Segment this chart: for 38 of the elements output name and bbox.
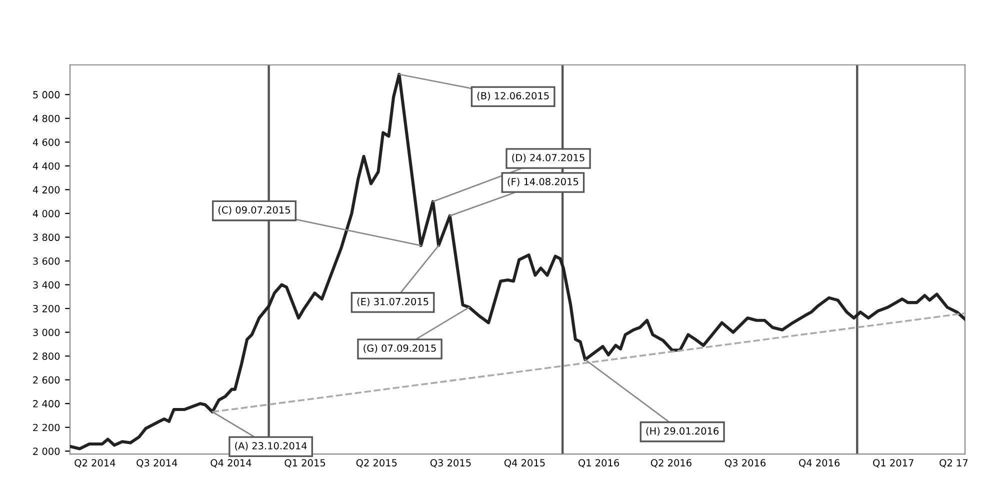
y-tick-label: 4 200 [32, 186, 60, 194]
annotation: (H) 29.01.2016 [646, 427, 719, 436]
annotation: (E) 31.07.2015 [357, 298, 428, 306]
x-tick-label: Q2 2016 [650, 459, 692, 468]
y-tick-label: 3 200 [33, 304, 60, 312]
x-tick-label: Q1 2017 [873, 459, 914, 468]
x-tick-label: Q1 2016 [578, 459, 620, 468]
y-tick-label: 3 400 [33, 281, 60, 289]
y-tick-label: 4 800 [32, 114, 60, 122]
y-tick-label: 3 800 [33, 234, 60, 242]
y-tick-label: 4 000 [32, 210, 60, 218]
y-tick-label: 4 400 [32, 162, 60, 170]
annotation: (C) 09.07.2015 [218, 206, 290, 215]
y-tick-label: 2 400 [33, 400, 60, 408]
x-tick-label: Q3 2014 [136, 459, 178, 468]
annotation: (D) 24.07.2015 [512, 154, 584, 162]
annotation: (B) 12.06.2015 [477, 92, 549, 101]
x-tick-label: Q4 2016 [799, 459, 840, 468]
x-tick-label: Q4 2014 [210, 459, 252, 468]
y-tick-label: 3 000 [33, 328, 60, 336]
x-tick-label: Q2 2014 [74, 459, 116, 468]
annotation: (G) 07.09.2015 [364, 344, 436, 353]
annotation: (F) 14.08.2015 [508, 178, 578, 186]
y-tick-label: 4 600 [32, 138, 60, 146]
x-tick-label: Q3 2016 [724, 459, 766, 468]
x-tick-label: Q4 2015 [504, 459, 545, 468]
line-series [70, 72, 965, 450]
x-tick-label: Q2 2015 [356, 459, 397, 468]
y-tick-label: 2 800 [33, 352, 60, 360]
x-tick-label: Q2 17 [940, 459, 968, 468]
y-tick-label: 5 000 [33, 91, 60, 98]
y-tick-label: 3 600 [33, 257, 60, 265]
y-tick-label: 2 000 [33, 448, 60, 455]
x-tick-label: Q3 2015 [430, 459, 471, 468]
y-tick-label: 2 200 [33, 424, 60, 432]
y-tick-label: 2 600 [33, 376, 60, 384]
x-tick-label: Q1 2015 [284, 459, 326, 468]
annotation: (A) 23.10.2014 [235, 442, 307, 451]
